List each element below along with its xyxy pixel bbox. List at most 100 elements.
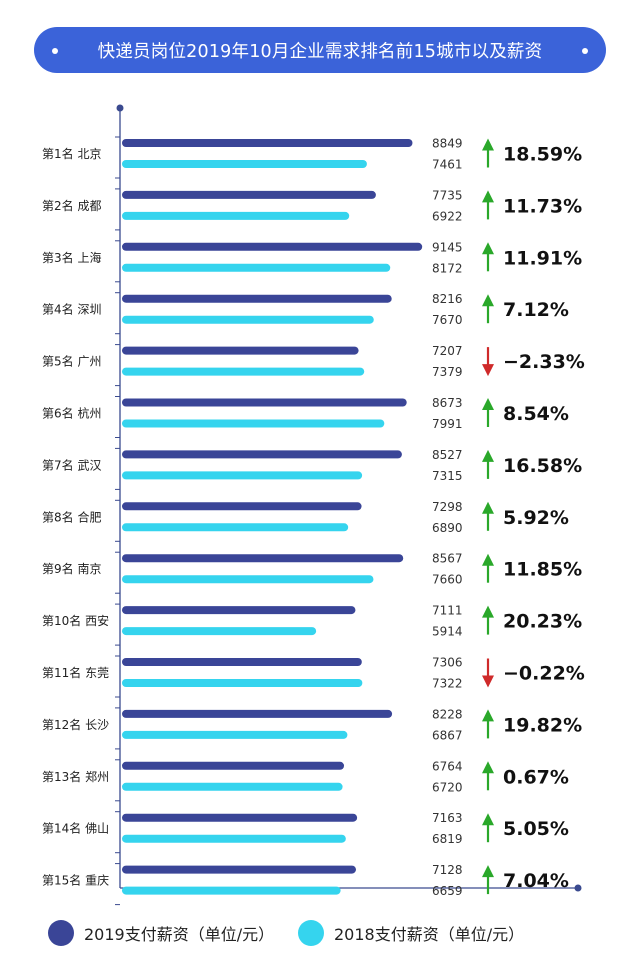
bar-2019 xyxy=(122,346,359,355)
bar-2019 xyxy=(122,450,402,459)
value-label-2018: 7379 xyxy=(432,365,463,379)
arrow-up-icon-head xyxy=(482,813,494,826)
bar-2018 xyxy=(122,263,391,272)
category-label: 第5名 广州 xyxy=(42,354,101,369)
bar-2019 xyxy=(122,865,356,874)
category-label: 第7名 武汉 xyxy=(42,457,101,472)
bar-2019 xyxy=(122,813,358,822)
value-label-2018: 6890 xyxy=(432,521,463,535)
bar-2019 xyxy=(122,502,362,511)
bar-2018 xyxy=(122,160,367,168)
arrow-up-icon-head xyxy=(482,605,494,618)
value-label-2018: 6720 xyxy=(432,780,463,794)
change-label: 7.12% xyxy=(503,299,569,321)
value-label-2018: 7322 xyxy=(432,677,463,691)
axis-end-dot xyxy=(574,884,582,892)
bar-2018 xyxy=(122,886,341,895)
category-label: 第6名 杭州 xyxy=(42,406,101,421)
category-label: 第10名 西安 xyxy=(42,613,109,628)
category-label: 第14名 佛山 xyxy=(42,821,109,836)
bar-2019 xyxy=(122,190,376,199)
value-label-2019: 7128 xyxy=(432,863,463,877)
value-label-2019: 7306 xyxy=(432,656,463,670)
arrow-up-icon-head xyxy=(482,761,494,774)
value-label-2019: 8567 xyxy=(432,552,463,566)
value-label-2018: 7660 xyxy=(432,573,463,587)
value-label-2019: 8216 xyxy=(432,292,463,306)
change-label: 19.82% xyxy=(503,714,582,736)
value-label-2019: 7735 xyxy=(432,188,463,202)
chart-title: 快递员岗位2019年10月企业需求排名前15城市以及薪资 xyxy=(97,41,543,62)
value-label-2018: 8172 xyxy=(432,261,463,275)
legend-item-2019: 2019支付薪资（单位/元） xyxy=(48,918,274,948)
bar-2019 xyxy=(122,398,407,407)
category-label: 第2名 成都 xyxy=(42,198,101,213)
bar-2019 xyxy=(122,242,423,251)
bar-2018 xyxy=(122,315,374,324)
change-label: 7.04% xyxy=(503,870,569,892)
bar-2019 xyxy=(122,606,356,615)
change-label: 0.67% xyxy=(503,766,569,788)
bar-2019 xyxy=(122,294,392,303)
legend-item-2018: 2018支付薪资（单位/元） xyxy=(298,918,524,948)
category-label: 第11名 东莞 xyxy=(42,665,109,680)
change-label: 18.59% xyxy=(503,144,582,166)
value-label-2019: 8527 xyxy=(432,448,463,462)
arrow-down-icon-head xyxy=(482,675,494,688)
change-label: 20.23% xyxy=(503,611,582,633)
bar-2018 xyxy=(122,471,363,480)
value-label-2018: 7315 xyxy=(432,469,463,483)
legend-swatch-2019 xyxy=(48,920,74,946)
title-dot-right xyxy=(582,48,588,54)
value-label-2019: 7111 xyxy=(432,604,463,618)
value-label-2018: 6867 xyxy=(432,728,463,742)
value-label-2019: 8849 xyxy=(432,137,463,151)
value-label-2018: 7991 xyxy=(432,417,463,431)
category-label: 第4名 深圳 xyxy=(42,302,101,317)
bar-2018 xyxy=(122,834,346,843)
bar-2019 xyxy=(122,554,404,563)
change-label: 11.91% xyxy=(503,247,582,269)
value-label-2018: 6819 xyxy=(432,832,463,846)
category-label: 第12名 长沙 xyxy=(42,717,109,732)
value-label-2019: 8228 xyxy=(432,707,463,721)
bar-2018 xyxy=(122,211,350,220)
bar-2019 xyxy=(122,709,393,718)
title-dot-left xyxy=(52,48,58,54)
arrow-up-icon-head xyxy=(482,865,494,878)
change-label: 11.85% xyxy=(503,559,582,581)
value-label-2019: 9145 xyxy=(432,240,463,254)
arrow-up-icon-head xyxy=(482,242,494,255)
bar-2018 xyxy=(122,523,349,532)
value-label-2019: 7163 xyxy=(432,811,463,825)
bar-2018 xyxy=(122,730,348,739)
value-label-2018: 6922 xyxy=(432,209,463,223)
value-label-2018: 5914 xyxy=(432,625,463,639)
change-label: −2.33% xyxy=(503,351,585,373)
arrow-up-icon-head xyxy=(482,294,494,307)
change-label: −0.22% xyxy=(503,663,585,685)
value-label-2018: 7461 xyxy=(432,158,463,172)
bar-2019 xyxy=(122,139,413,147)
axis-top-dot xyxy=(116,104,124,112)
value-label-2019: 8673 xyxy=(432,396,463,410)
bar-2018 xyxy=(122,419,385,428)
arrow-up-icon-head xyxy=(482,398,494,410)
bar-2018 xyxy=(122,782,343,791)
category-label: 第15名 重庆 xyxy=(42,873,109,888)
value-label-2019: 7298 xyxy=(432,500,463,514)
category-label: 第13名 郑州 xyxy=(42,769,109,784)
change-label: 5.92% xyxy=(503,507,569,529)
value-label-2019: 7207 xyxy=(432,344,463,358)
category-label: 第3名 上海 xyxy=(42,250,101,265)
bar-2018 xyxy=(122,679,363,687)
value-label-2018: 6659 xyxy=(432,884,463,898)
change-label: 16.58% xyxy=(503,455,582,477)
arrow-up-icon-head xyxy=(482,709,494,722)
legend-label-2018: 2018支付薪资（单位/元） xyxy=(334,925,525,944)
bar-2019 xyxy=(122,658,362,666)
arrow-down-icon-head xyxy=(482,364,494,377)
legend-label-2019: 2019支付薪资（单位/元） xyxy=(84,925,275,944)
arrow-up-icon-head xyxy=(482,449,494,462)
